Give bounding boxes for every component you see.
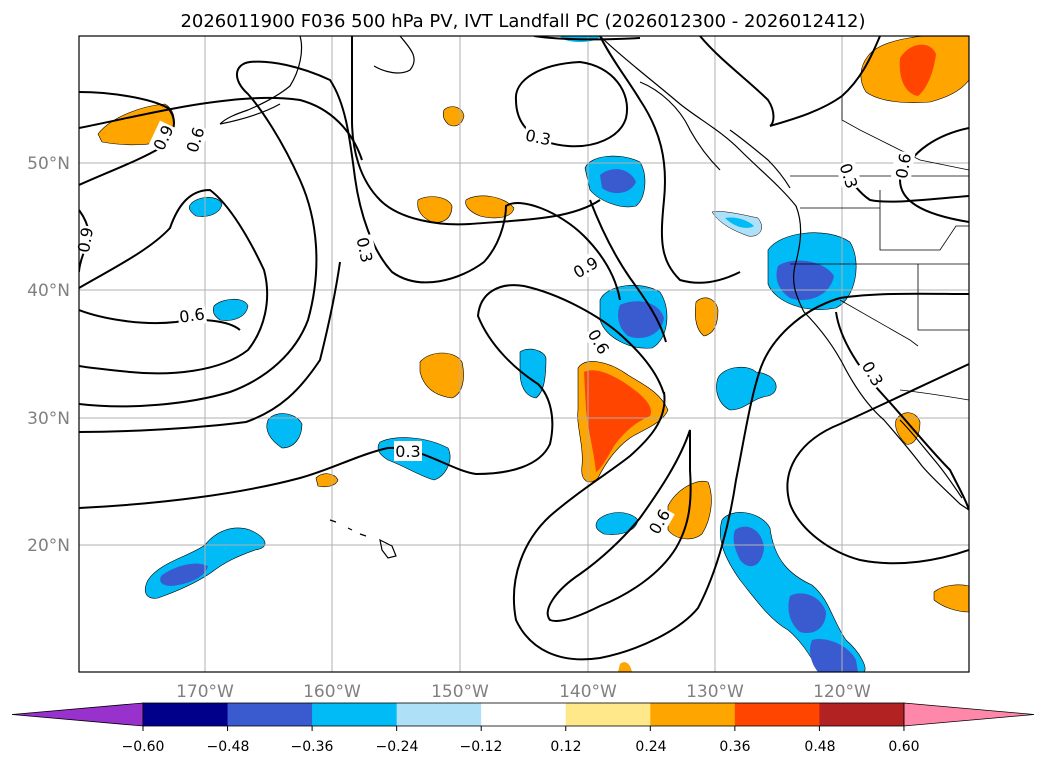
colorbar-tick-label: 0.12 (550, 739, 581, 755)
lon-label-140w: 140°W (559, 682, 617, 702)
colorbar-segment (143, 703, 229, 726)
colorbar-tick-label: 0.60 (888, 739, 919, 755)
colorbar-segment (650, 703, 736, 726)
contour-labels: 0.9 0.6 0.3 0.9 0.6 0.6 0.3 0.6 0.3 0.9 … (72, 120, 916, 539)
colorbar-segment (819, 703, 905, 726)
colorbar-extend-low (11, 702, 144, 727)
colorbar-tick-label: −0.60 (122, 739, 165, 755)
state-borders (790, 96, 969, 401)
colorbar-extend-high (903, 702, 1035, 727)
contour-label: 0.3 (524, 126, 553, 150)
colorbar-tick-label: 0.24 (635, 739, 666, 755)
colorbar-segment (481, 703, 567, 726)
lat-label-20n: 20°N (27, 536, 70, 556)
lon-label-150w: 150°W (431, 682, 489, 702)
latitude-labels: 50°N 40°N 30°N 20°N (27, 154, 70, 556)
colorbar (11, 702, 1035, 731)
lon-label-130w: 130°W (686, 682, 744, 702)
contour-label: 0.3 (395, 442, 420, 461)
lon-label-120w: 120°W (813, 682, 871, 702)
colorbar-segment (312, 703, 398, 726)
colorbar-segment (565, 703, 651, 726)
longitude-labels: 170°W 160°W 150°W 140°W 130°W 120°W (176, 682, 871, 702)
map-panel: 0.9 0.6 0.3 0.9 0.6 0.6 0.3 0.6 0.3 0.9 … (72, 35, 970, 673)
lat-label-30n: 30°N (27, 409, 70, 429)
map-frame (78, 35, 970, 673)
colorbar-tick-label: 0.36 (719, 739, 750, 755)
lon-label-160w: 160°W (303, 682, 361, 702)
colorbar-tick-label: −0.48 (207, 739, 250, 755)
colorbar-tick-label: −0.24 (376, 739, 419, 755)
colorbar-tick-label: −0.12 (460, 739, 503, 755)
coastlines (219, 36, 969, 559)
colorbar-frame (142, 702, 905, 727)
colorbar-segment (227, 703, 313, 726)
colorbar-segment (396, 703, 482, 726)
lat-label-50n: 50°N (27, 154, 70, 174)
contour-label: 0.3 (353, 235, 377, 264)
colorbar-segment (734, 703, 820, 726)
contour-label: 0.6 (892, 152, 915, 180)
contour-label: 0.9 (74, 226, 97, 254)
lon-label-170w: 170°W (176, 682, 234, 702)
gridlines (79, 36, 969, 672)
contour-label: 0.6 (178, 304, 206, 326)
colorbar-tick-label: 0.48 (804, 739, 835, 755)
lat-label-40n: 40°N (27, 281, 70, 301)
colorbar-tick-labels: −0.60 −0.48 −0.36 −0.24 −0.12 0.12 0.24 … (122, 739, 920, 755)
colorbar-tick-label: −0.36 (291, 739, 334, 755)
figure-title: 2026011900 F036 500 hPa PV, IVT Landfall… (180, 11, 865, 32)
